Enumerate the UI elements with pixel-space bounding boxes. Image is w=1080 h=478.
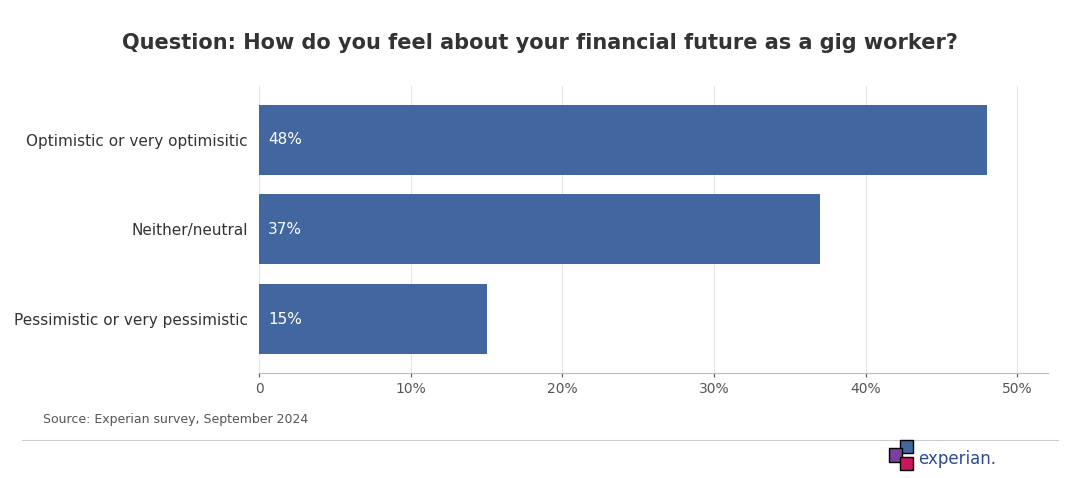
Text: Source: Experian survey, September 2024: Source: Experian survey, September 2024 bbox=[43, 413, 309, 426]
Text: experian.: experian. bbox=[918, 450, 996, 468]
Text: 48%: 48% bbox=[268, 132, 302, 147]
Bar bbox=[259, 105, 987, 175]
Bar bbox=[259, 195, 820, 264]
Bar bbox=[259, 284, 487, 354]
Text: 15%: 15% bbox=[268, 312, 302, 326]
Text: Question: How do you feel about your financial future as a gig worker?: Question: How do you feel about your fin… bbox=[122, 33, 958, 54]
Text: 37%: 37% bbox=[268, 222, 302, 237]
